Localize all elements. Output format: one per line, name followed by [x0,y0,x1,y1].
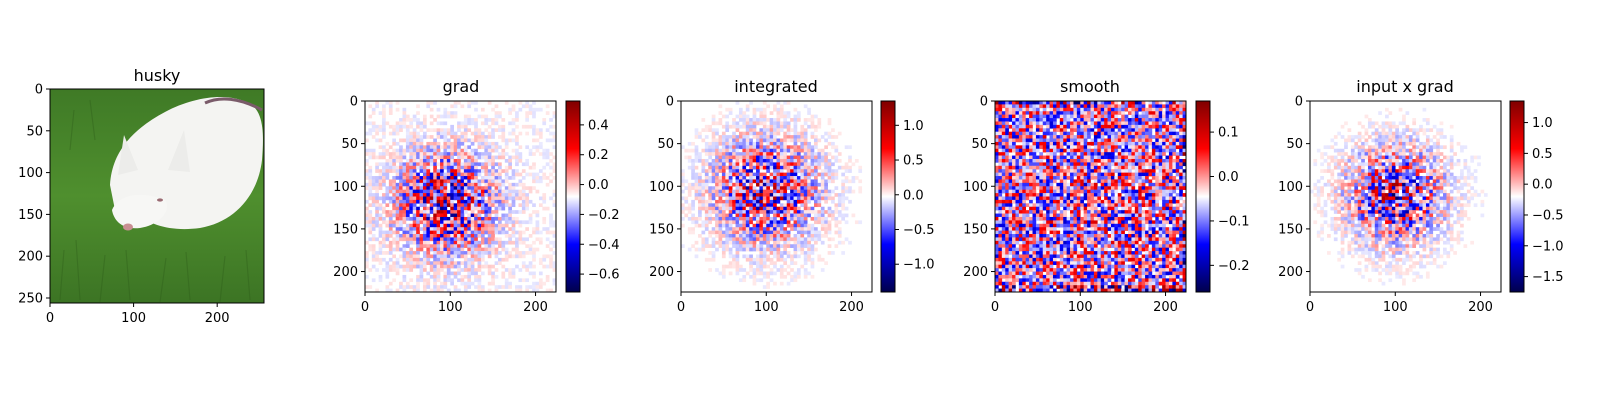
axes-frame [364,100,557,293]
y-tick-label: 250 [18,291,43,306]
y-tick-label: 150 [1278,222,1303,237]
y-tick-label: 150 [333,222,358,237]
colorbar [881,101,895,292]
axes-frame [49,88,265,304]
colorbar-tick-label: 0.5 [903,154,924,169]
y-tick-label: 50 [1286,137,1303,152]
y-tick-label: 50 [657,137,674,152]
y-tick-label: 50 [341,137,358,152]
y-tick-label: 200 [1278,265,1303,280]
colorbar-tick-label: 0.5 [1532,147,1553,162]
colorbar-tick-label: −0.2 [588,208,620,223]
x-tick-label: 0 [991,300,999,315]
colorbar-tick-label: −0.5 [903,223,935,238]
colorbar-tick-label: −1.0 [1532,239,1564,254]
x-tick-label: 100 [438,300,463,315]
x-tick-label: 0 [1306,300,1314,315]
y-tick-label: 50 [971,137,988,152]
colorbar-tick-label: 0.4 [588,118,609,133]
colorbar-tick-label: −0.1 [1218,214,1250,229]
y-tick-label: 150 [963,222,988,237]
colorbar-tick-label: −1.0 [903,258,935,273]
colorbar [1510,101,1524,292]
y-tick-label: 200 [18,250,43,265]
x-tick-label: 100 [754,300,779,315]
y-tick-label: 200 [649,265,674,280]
x-tick-label: 200 [839,300,864,315]
colorbar-tick-label: −0.5 [1532,208,1564,223]
axes-frame [680,100,873,293]
x-tick-label: 200 [1468,300,1493,315]
y-tick-label: 100 [333,180,358,195]
colorbar [1196,101,1210,292]
x-tick-label: 100 [1068,300,1093,315]
heatmap-image [995,101,1187,293]
y-tick-label: 0 [35,83,43,98]
husky-image [50,89,264,303]
y-tick-label: 0 [350,95,358,110]
panel-title: grad [443,77,480,96]
x-tick-label: 200 [1153,300,1178,315]
heatmap-image [681,101,863,289]
panel-title: smooth [1060,77,1120,96]
colorbar-tick-label: 0.1 [1218,126,1239,141]
panel-title: integrated [734,77,818,96]
colorbar-tick-label: 0.0 [1218,170,1239,185]
colorbar-tick-label: 1.0 [1532,116,1553,131]
x-tick-label: 0 [46,311,54,326]
y-tick-label: 100 [963,180,988,195]
x-tick-label: 100 [121,311,146,326]
colorbar-tick-label: −0.4 [588,238,620,253]
colorbar-tick-label: −0.6 [588,268,620,283]
panel-smooth: smooth [995,77,1210,293]
colorbar-tick-label: 1.0 [903,119,924,134]
colorbar-frame [565,100,581,293]
heatmap-image [365,101,557,293]
heatmap-image [1310,107,1488,286]
panel-input-x-grad: input x grad [1310,77,1524,292]
y-tick-label: 200 [963,265,988,280]
x-tick-label: 0 [361,300,369,315]
panel-title: input x grad [1356,77,1454,96]
y-tick-label: 100 [18,166,43,181]
colorbar-tick-label: 0.0 [1532,178,1553,193]
y-tick-label: 150 [649,222,674,237]
y-tick-label: 0 [666,95,674,110]
y-tick-label: 0 [1295,95,1303,110]
y-tick-label: 150 [18,208,43,223]
panel-grad: grad [365,77,580,293]
colorbar-frame [880,100,896,293]
colorbar-tick-label: 0.0 [588,178,609,193]
panel-integrated: integrated [681,77,895,292]
colorbar-tick-label: −1.5 [1532,270,1564,285]
colorbar [566,101,580,292]
x-tick-label: 200 [205,311,230,326]
x-tick-label: 200 [523,300,548,315]
colorbar-frame [1509,100,1525,293]
colorbar-tick-label: −0.2 [1218,259,1250,274]
colorbar-tick-label: 0.2 [588,148,609,163]
panel-husky: husky [50,66,264,303]
y-tick-label: 0 [980,95,988,110]
x-tick-label: 0 [677,300,685,315]
colorbar-tick-label: 0.0 [903,188,924,203]
y-tick-label: 50 [26,124,43,139]
x-tick-label: 100 [1383,300,1408,315]
panel-title: husky [134,66,181,85]
axes-frame [1309,100,1502,293]
y-tick-label: 100 [1278,180,1303,195]
colorbar-frame [1195,100,1211,293]
y-tick-label: 200 [333,265,358,280]
axes-frame [994,100,1187,293]
y-tick-label: 100 [649,180,674,195]
